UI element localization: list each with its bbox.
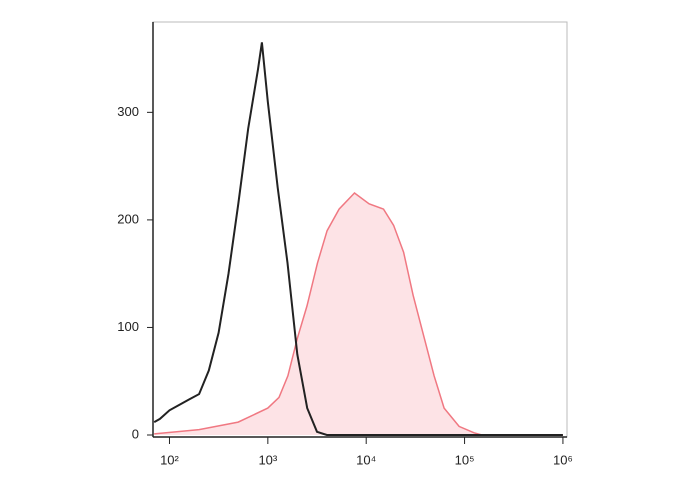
- x-tick-label: 10²: [160, 452, 179, 467]
- x-tick-label: 10⁵: [455, 452, 475, 467]
- y-tick-label: 200: [117, 211, 139, 226]
- histogram-fill: [154, 193, 563, 435]
- x-tick-label: 10³: [258, 452, 277, 467]
- x-tick-label: 10⁶: [553, 452, 573, 467]
- y-tick-label: 100: [117, 319, 139, 334]
- histogram-line: [153, 42, 563, 436]
- x-tick-label: 10⁴: [356, 452, 376, 467]
- y-tick-label: 0: [132, 426, 139, 441]
- y-tick-label: 300: [117, 104, 139, 119]
- histogram-line: [154, 192, 563, 436]
